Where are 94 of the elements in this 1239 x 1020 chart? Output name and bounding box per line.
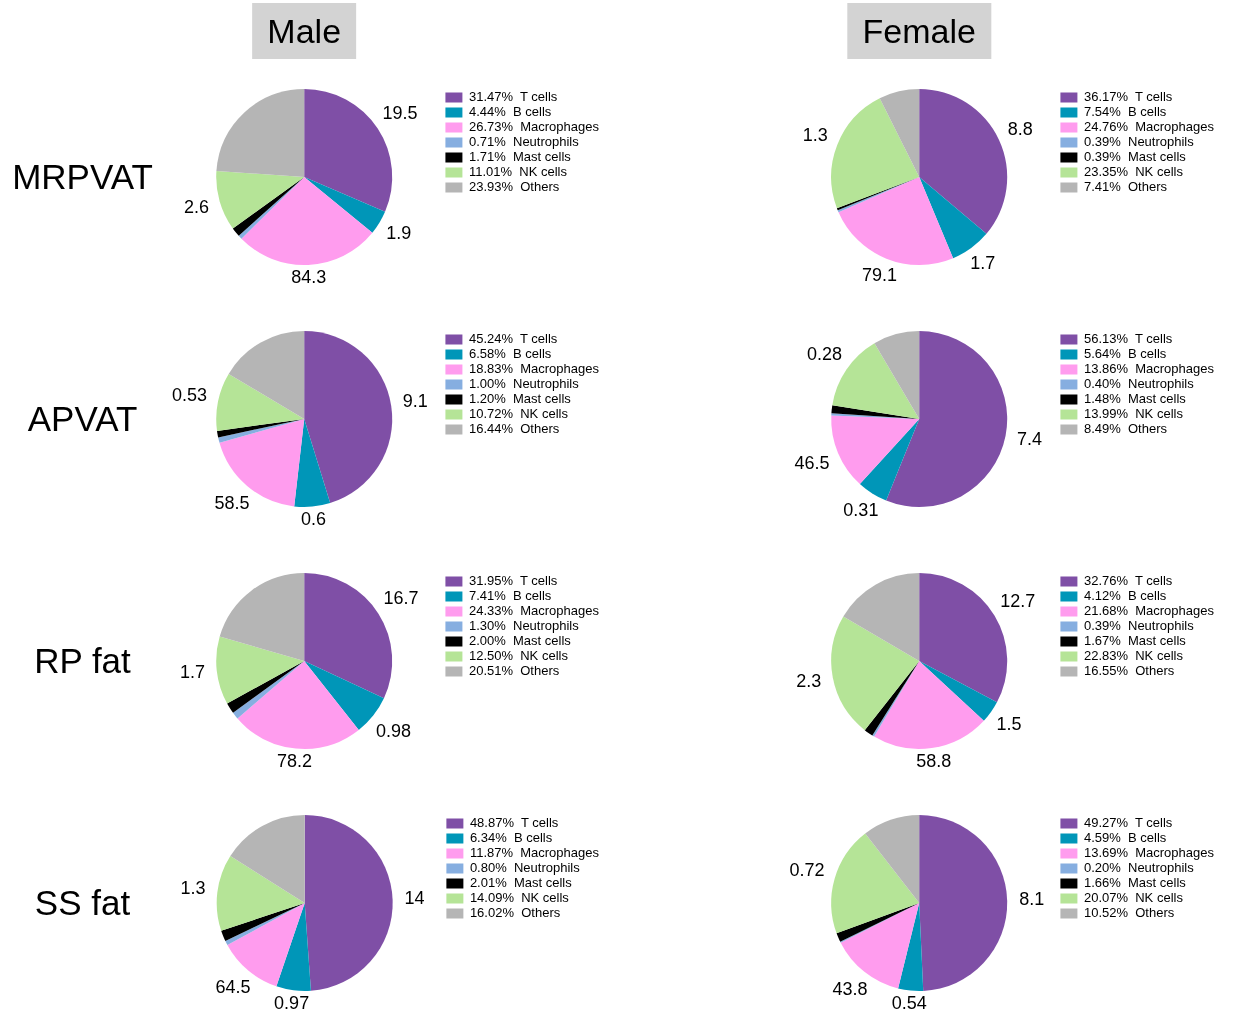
legend-label: 13.86% Macrophages: [1083, 361, 1215, 377]
legend-label: 0.20% Neutrophils: [1083, 860, 1195, 876]
text: 0.98: [375, 720, 411, 741]
legend-label: 31.47% T cells: [468, 89, 558, 105]
legend-label: 8.49% Others: [1083, 421, 1168, 437]
legend-label: 0.39% Neutrophils: [1083, 134, 1195, 150]
legend-label: 13.99% NK cells: [1083, 406, 1184, 422]
text: 46.5: [794, 452, 830, 473]
legend-label: 1.48% Mast cells: [1083, 391, 1187, 407]
legend-label: 1.20% Mast cells: [468, 391, 572, 407]
legend-label: 24.33% Macrophages: [468, 603, 600, 619]
legend-label: 2.00% Mast cells: [468, 633, 572, 649]
legend-label: 7.41% B cells: [468, 588, 552, 604]
text: 1.3: [180, 878, 206, 899]
legend-label: 13.69% Macrophages: [1083, 845, 1215, 861]
text: 9.1: [402, 391, 428, 412]
legend-label: 5.64% B cells: [1083, 346, 1167, 362]
legend-label: 6.58% B cells: [468, 346, 552, 362]
text: 2.3: [796, 670, 822, 691]
text: 14: [404, 888, 425, 909]
legend-label: 0.40% Neutrophils: [1083, 376, 1195, 392]
legend-label: 14.09% NK cells: [469, 890, 570, 906]
text: SS fat: [33, 882, 132, 924]
text: 0.31: [843, 500, 879, 521]
legend-label: 16.55% Others: [1083, 663, 1175, 679]
text: 12.7: [1000, 590, 1036, 611]
text: 78.2: [276, 751, 312, 772]
text: 0.53: [171, 384, 207, 405]
legend-label: 6.34% B cells: [469, 830, 553, 846]
legend-label: 21.68% Macrophages: [1083, 603, 1215, 619]
text: 0.6: [301, 508, 327, 529]
legend-label: 1.30% Neutrophils: [468, 618, 580, 634]
text: 8.1: [1019, 889, 1045, 910]
legend-label: 16.44% Others: [468, 421, 560, 437]
legend-label: 20.07% NK cells: [1083, 890, 1184, 906]
legend-label: 2.01% Mast cells: [469, 875, 573, 891]
text: 0.72: [789, 859, 825, 880]
legend-label: 32.76% T cells: [1083, 573, 1173, 589]
legend-label: 24.76% Macrophages: [1083, 119, 1215, 135]
legend-label: 7.41% Others: [1083, 179, 1168, 195]
legend-label: 1.66% Mast cells: [1083, 875, 1187, 891]
legend-label: 23.93% Others: [468, 179, 560, 195]
legend-label: 20.51% Others: [468, 663, 560, 679]
legend-label: 48.87% T cells: [469, 815, 559, 831]
legend-label: 0.71% Neutrophils: [468, 134, 580, 150]
text: 7.4: [1016, 429, 1042, 450]
legend-label: 31.95% T cells: [468, 573, 558, 589]
legend-label: 4.59% B cells: [1083, 830, 1167, 846]
legend-label: 0.39% Neutrophils: [1083, 618, 1195, 634]
legend-label: 26.73% Macrophages: [468, 119, 600, 135]
legend-label: 12.50% NK cells: [468, 648, 569, 664]
legend-label: 10.52% Others: [1083, 905, 1175, 921]
legend-label: 4.44% B cells: [468, 104, 552, 120]
legend-label: 7.54% B cells: [1083, 104, 1167, 120]
text: RP fat: [33, 640, 132, 682]
text: 58.5: [214, 492, 250, 513]
legend-label: 45.24% T cells: [468, 331, 558, 347]
legend-label: 11.01% NK cells: [468, 164, 568, 180]
legend-label: 0.80% Neutrophils: [469, 860, 581, 876]
legend-label: 1.71% Mast cells: [468, 149, 572, 165]
text: 58.8: [916, 751, 952, 772]
text: 0.97: [274, 993, 310, 1014]
text: 84.3: [291, 266, 327, 287]
text: 0.28: [807, 343, 843, 364]
text: 19.5: [382, 102, 418, 123]
legend-label: 23.35% NK cells: [1083, 164, 1184, 180]
legend-label: 10.72% NK cells: [468, 406, 569, 422]
text: 1.5: [996, 713, 1022, 734]
text: 16.7: [383, 588, 419, 609]
chart-title: Male: [252, 3, 357, 59]
text: 64.5: [215, 977, 251, 998]
text: APVAT: [26, 398, 139, 440]
legend-label: 56.13% T cells: [1083, 331, 1173, 347]
legend-label: 49.27% T cells: [1083, 815, 1173, 831]
text: 0.54: [891, 993, 927, 1014]
chart-title: Female: [847, 3, 991, 59]
text: 43.8: [832, 978, 868, 999]
legend-label: 36.17% T cells: [1083, 89, 1173, 105]
legend-label: 16.02% Others: [469, 905, 561, 921]
legend-label: 22.83% NK cells: [1083, 648, 1184, 664]
text: 1.7: [179, 662, 205, 683]
legend-label: 0.39% Mast cells: [1083, 149, 1187, 165]
legend-label: 1.00% Neutrophils: [468, 376, 580, 392]
text: 79.1: [861, 264, 897, 285]
text: 1.3: [802, 125, 828, 146]
text: 2.6: [183, 196, 210, 217]
text: MRPVAT: [11, 156, 154, 198]
text: 8.8: [1007, 119, 1033, 140]
legend-label: 1.67% Mast cells: [1083, 633, 1187, 649]
legend-label: 18.83% Macrophages: [468, 361, 600, 377]
text: 1.9: [386, 223, 412, 244]
legend-label: 11.87% Macrophages: [469, 845, 600, 861]
legend-label: 4.12% B cells: [1083, 588, 1167, 604]
text: 1.7: [970, 252, 996, 273]
